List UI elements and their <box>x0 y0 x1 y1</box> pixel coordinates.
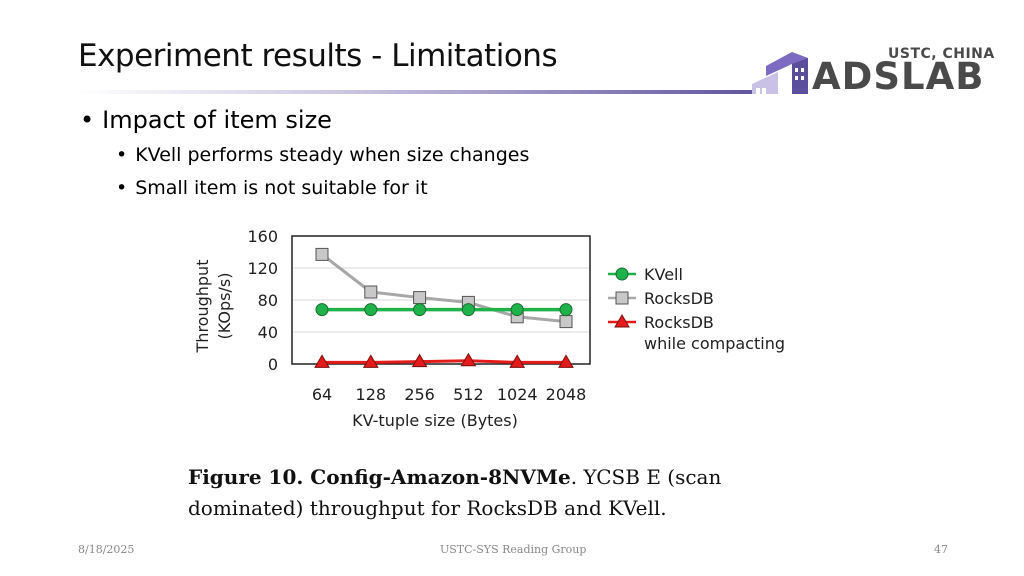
sub-bullet-text: KVell performs steady when size changes <box>135 144 530 166</box>
data-point-0 <box>461 303 475 317</box>
title-underline <box>78 90 778 94</box>
data-point-2 <box>460 352 477 367</box>
caption-bold: Figure 10. Config-Amazon-8NVMe <box>188 465 571 489</box>
data-point-0 <box>315 303 329 317</box>
data-point-1 <box>364 285 378 299</box>
logo-wordmark: ADSLAB <box>812 55 985 98</box>
series-line-1 <box>321 253 567 324</box>
caption-text: . YCSB E (scan dominated) throughput for… <box>188 465 722 520</box>
data-point-2 <box>362 354 379 368</box>
footer-date: 8/18/2025 <box>78 543 135 556</box>
y-tick-label: 160 <box>247 227 278 246</box>
legend-label: while compacting <box>644 334 785 353</box>
x-tick-label: 512 <box>453 385 484 404</box>
legend-marker <box>615 267 629 281</box>
x-tick-label: 128 <box>356 385 387 404</box>
data-point-2 <box>558 354 574 368</box>
data-point-0 <box>364 303 378 317</box>
bullet-dot-icon: • <box>116 177 128 199</box>
series-line-2 <box>322 359 566 364</box>
x-tick-label: 2048 <box>546 385 587 404</box>
sub-bullet: • KVell performs steady when size changes <box>116 144 529 166</box>
data-point-0 <box>510 303 524 317</box>
sub-bullet-text: Small item is not suitable for it <box>135 177 428 199</box>
adslab-logo <box>748 44 1012 100</box>
footer-center: USTC-SYS Reading Group <box>440 543 587 556</box>
y-tick-label: 120 <box>247 259 278 278</box>
data-point-0 <box>559 303 573 317</box>
x-axis-label: KV-tuple size (Bytes) <box>352 411 518 430</box>
x-tick-label: 256 <box>404 385 435 404</box>
bullet-dot-icon: • <box>116 144 128 166</box>
y-axis-label: (KOps/s) <box>215 273 234 340</box>
y-tick-label: 40 <box>258 323 278 342</box>
legend-marker <box>614 314 630 328</box>
slide-title: Experiment results - Limitations <box>78 38 558 74</box>
plot-frame <box>291 235 591 365</box>
y-tick-label: 80 <box>258 291 278 310</box>
legend-marker <box>615 291 629 305</box>
logo-subtitle: USTC, CHINA <box>888 46 995 62</box>
y-axis-label: Throughput <box>193 260 212 354</box>
data-point-2 <box>411 353 428 368</box>
data-point-2 <box>509 354 526 368</box>
sub-bullet: • Small item is not suitable for it <box>116 177 428 199</box>
data-point-1 <box>413 291 427 305</box>
y-tick-label: 0 <box>268 355 278 374</box>
legend-label: RocksDB <box>644 289 714 308</box>
bullet-main-text: Impact of item size <box>102 106 332 134</box>
bullet-dot-icon: • <box>80 106 95 134</box>
legend-label: RocksDB <box>644 313 714 332</box>
data-point-0 <box>413 303 427 317</box>
figure-caption: Figure 10. Config-Amazon-8NVMe. YCSB E (… <box>188 462 828 524</box>
legend-label: KVell <box>644 265 683 284</box>
data-point-1 <box>559 315 573 329</box>
data-point-2 <box>314 354 330 368</box>
x-tick-label: 64 <box>312 385 332 404</box>
x-tick-label: 1024 <box>497 385 538 404</box>
footer-page-number: 47 <box>934 543 948 556</box>
throughput-chart: 0 40 80 120 160 64 128 256 512 1024 2048 KV-tuple s… <box>193 227 785 430</box>
logo-building-icon <box>752 52 808 94</box>
data-point-1 <box>315 247 329 261</box>
bullet-main: • Impact of item size <box>80 106 332 134</box>
